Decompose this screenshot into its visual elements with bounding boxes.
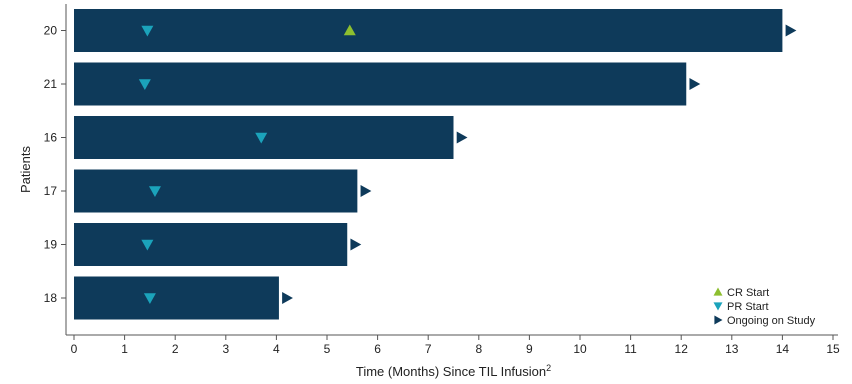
y-axis-title: Patients xyxy=(18,146,33,193)
legend-pr-marker xyxy=(713,302,723,311)
y-tick-label: 16 xyxy=(44,131,58,145)
x-tick-label: 8 xyxy=(475,342,482,356)
x-tick-label: 2 xyxy=(172,342,179,356)
x-tick-label: 7 xyxy=(425,342,432,356)
legend-pr-label: PR Start xyxy=(727,301,769,313)
legend-cr-label: CR Start xyxy=(727,287,769,299)
x-tick-label: 11 xyxy=(624,342,637,356)
x-axis-title-text: Time (Months) Since TIL Infusion xyxy=(356,364,546,379)
y-tick-label: 21 xyxy=(44,77,58,91)
patient-bar xyxy=(74,169,358,213)
ongoing-marker xyxy=(282,292,293,304)
ongoing-marker xyxy=(360,185,372,197)
legend-cr-marker xyxy=(713,287,723,296)
x-tick-label: 14 xyxy=(776,342,790,356)
x-tick-label: 10 xyxy=(573,342,587,356)
legend-ongoing-label: Ongoing on Study xyxy=(727,315,816,327)
ongoing-marker xyxy=(456,131,468,144)
y-tick-label: 20 xyxy=(44,24,58,38)
pr-start-marker xyxy=(141,25,154,37)
axes xyxy=(61,4,838,340)
y-tick-label: 17 xyxy=(44,184,58,198)
markers-layer xyxy=(138,24,797,304)
patient-bar xyxy=(74,62,687,106)
y-tick-label: 19 xyxy=(44,238,58,252)
ongoing-marker xyxy=(689,78,701,90)
x-tick-label: 6 xyxy=(374,342,381,356)
x-tick-label: 12 xyxy=(675,342,689,356)
y-tick-label: 18 xyxy=(44,291,58,305)
bars-layer xyxy=(74,9,783,320)
x-tick-label: 5 xyxy=(324,342,331,356)
pr-start-marker xyxy=(148,186,161,197)
ongoing-marker xyxy=(785,24,797,37)
pr-start-marker xyxy=(143,293,156,304)
legend-ongoing-marker xyxy=(714,315,723,325)
legend: CR Start PR Start Ongoing on Study xyxy=(713,287,816,327)
x-tick-label: 0 xyxy=(71,342,78,356)
x-tick-label: 9 xyxy=(526,342,533,356)
ongoing-marker xyxy=(350,238,362,251)
y-tick-labels: 20 21 16 17 19 18 xyxy=(44,24,58,306)
pr-start-marker xyxy=(255,132,268,144)
x-axis-title: Time (Months) Since TIL Infusion2 xyxy=(356,363,551,379)
x-axis-title-superscript: 2 xyxy=(546,363,551,373)
patient-bar xyxy=(74,276,279,320)
pr-start-marker xyxy=(138,79,151,90)
x-tick-label: 1 xyxy=(121,342,128,356)
x-tick-label: 4 xyxy=(273,342,280,356)
cr-start-marker xyxy=(343,24,356,36)
x-tick-label: 13 xyxy=(725,342,739,356)
x-tick-label: 3 xyxy=(222,342,229,356)
patient-bar xyxy=(74,223,348,266)
pr-start-marker xyxy=(141,239,154,251)
x-tick-labels: 0 1 2 3 4 5 6 7 8 9 10 11 12 13 14 15 xyxy=(71,342,840,356)
patient-bar xyxy=(74,9,783,52)
x-tick-label: 15 xyxy=(826,342,840,356)
